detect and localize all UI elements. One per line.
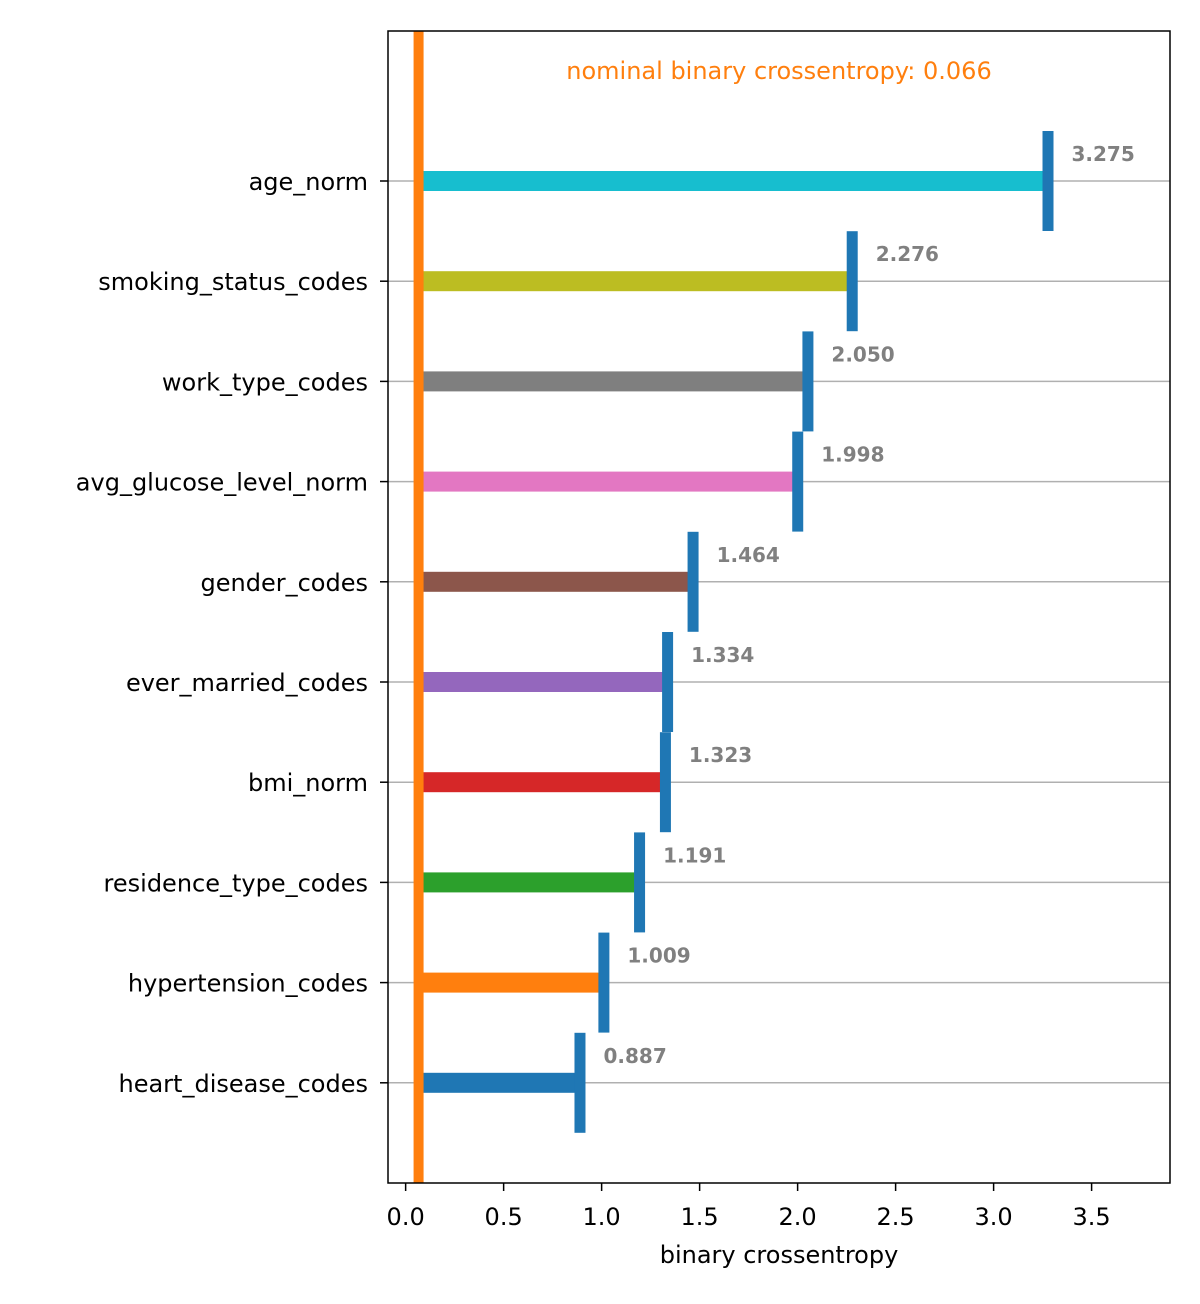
value-marker-age_norm	[1042, 131, 1054, 231]
bar-age_norm	[418, 171, 1048, 191]
bar-gender_codes	[418, 571, 693, 592]
value-marker-ever_married_codes	[662, 632, 674, 732]
x-tick-label: 2.0	[779, 1203, 817, 1231]
y-tick-label-heart_disease_codes: heart_disease_codes	[119, 1070, 369, 1098]
x-tick-label: 1.0	[583, 1203, 621, 1231]
bar-smoking_status_codes	[418, 271, 852, 292]
baseline-line	[413, 31, 424, 1183]
y-tick-label-age_norm: age_norm	[249, 168, 368, 196]
value-labels: 3.275 2.276 2.050 1.998 1.464 1.334 1.323 1.191…	[603, 142, 1134, 1068]
baseline-annotation: nominal binary crossentropy: 0.066	[566, 57, 991, 85]
x-tick-label: 2.5	[877, 1203, 915, 1231]
value-label-bmi_norm: 1.323	[689, 743, 752, 767]
value-label-work_type_codes: 2.050	[831, 342, 894, 366]
y-tick-label-residence_type_codes: residence_type_codes	[104, 869, 368, 897]
value-label-age_norm: 3.275	[1072, 142, 1135, 166]
value-marker-gender_codes	[687, 531, 699, 632]
bars	[418, 171, 1048, 1093]
y-axis: age_norm smoking_status_codes work_type_co…	[76, 168, 388, 1098]
bar-work_type_codes	[418, 371, 808, 392]
bar-bmi_norm	[418, 772, 665, 793]
value-marker-avg_glucose_level_norm	[792, 431, 804, 532]
value-label-smoking_status_codes: 2.276	[876, 242, 939, 266]
value-label-heart_disease_codes: 0.887	[603, 1044, 666, 1068]
x-axis-title: binary crossentropy	[660, 1241, 899, 1269]
bar-hypertension_codes	[418, 972, 604, 993]
value-label-gender_codes: 1.464	[717, 543, 780, 567]
y-tick-label-ever_married_codes: ever_married_codes	[126, 669, 368, 697]
x-tick-label: 1.5	[681, 1203, 719, 1231]
grid-lines	[388, 180, 1170, 1084]
bar-avg_glucose_level_norm	[418, 471, 798, 492]
value-label-ever_married_codes: 1.334	[691, 643, 754, 667]
value-marker-hypertension_codes	[598, 932, 610, 1033]
value-marker-heart_disease_codes	[574, 1032, 586, 1133]
x-tick-label: 3.0	[975, 1203, 1013, 1231]
value-label-hypertension_codes: 1.009	[627, 944, 690, 968]
bar-ever_married_codes	[418, 672, 668, 692]
y-tick-label-gender_codes: gender_codes	[201, 569, 368, 597]
x-tick-label: 3.5	[1073, 1203, 1111, 1231]
bar-residence_type_codes	[418, 872, 640, 893]
value-marker-bmi_norm	[659, 732, 671, 833]
value-marker-work_type_codes	[802, 331, 814, 432]
value-label-avg_glucose_level_norm: 1.998	[821, 443, 884, 467]
y-tick-label-bmi_norm: bmi_norm	[248, 769, 368, 797]
value-label-residence_type_codes: 1.191	[663, 843, 726, 867]
y-tick-label-hypertension_codes: hypertension_codes	[128, 970, 368, 998]
x-tick-label: 0.5	[485, 1203, 523, 1231]
y-tick-label-work_type_codes: work_type_codes	[162, 368, 368, 396]
value-markers	[574, 131, 1054, 1133]
bar-heart_disease_codes	[418, 1072, 580, 1093]
value-marker-residence_type_codes	[634, 832, 646, 933]
value-marker-smoking_status_codes	[846, 231, 858, 332]
y-tick-label-avg_glucose_level_norm: avg_glucose_level_norm	[76, 469, 368, 497]
plot-frame	[387, 30, 1171, 1184]
x-tick-label: 0.0	[387, 1203, 425, 1231]
y-tick-label-smoking_status_codes: smoking_status_codes	[98, 268, 368, 296]
x-axis: 0.0 0.5 1.0 1.5 2.0 2.5 3.0 3.5	[387, 1183, 1111, 1231]
baseline	[413, 31, 424, 1183]
